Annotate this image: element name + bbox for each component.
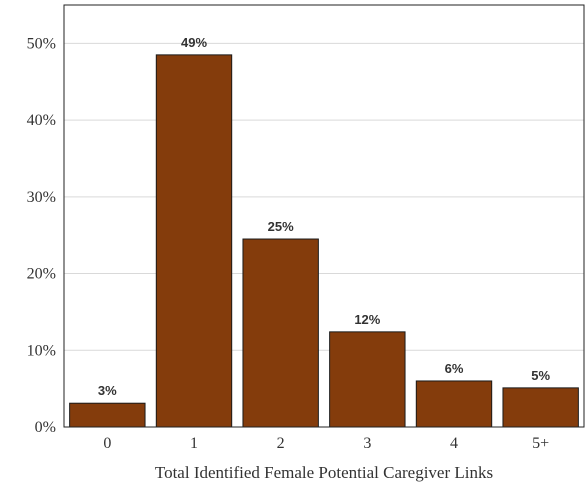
bar-5+ <box>502 387 579 428</box>
y-tick-label: 50% <box>27 35 56 52</box>
y-tick-label: 0% <box>35 419 56 436</box>
x-tick-label: 1 <box>190 435 198 452</box>
y-tick-label: 10% <box>27 342 56 359</box>
data-label: 49% <box>181 35 207 50</box>
bar-2 <box>242 238 319 428</box>
x-tick-label: 0 <box>103 435 111 452</box>
x-tick-label: 5+ <box>532 435 549 452</box>
x-tick-label: 4 <box>450 435 458 452</box>
data-label: 3% <box>98 383 117 398</box>
y-tick-label: 20% <box>27 266 56 283</box>
bar-3 <box>329 331 406 428</box>
x-axis-title: Total Identified Female Potential Caregi… <box>155 463 493 482</box>
data-label: 6% <box>445 361 464 376</box>
bars <box>69 54 579 428</box>
data-label: 12% <box>354 312 380 327</box>
data-label: 5% <box>531 368 550 383</box>
y-tick-label: 30% <box>27 189 56 206</box>
x-axis-ticks: 0 1 2 3 4 5+ <box>103 435 549 452</box>
data-labels: 3% 49% 25% 12% 6% 5% <box>98 35 551 398</box>
x-tick-label: 2 <box>277 435 285 452</box>
y-tick-label: 40% <box>27 112 56 129</box>
y-axis-ticks: 0% 10% 20% 30% 40% 50% <box>27 35 56 436</box>
plot-frame <box>63 4 585 428</box>
bar-4 <box>415 380 493 428</box>
bar-0 <box>69 402 146 428</box>
data-label: 25% <box>268 219 294 234</box>
bar-1 <box>155 54 233 428</box>
gridlines <box>64 42 584 428</box>
x-tick-label: 3 <box>363 435 371 452</box>
